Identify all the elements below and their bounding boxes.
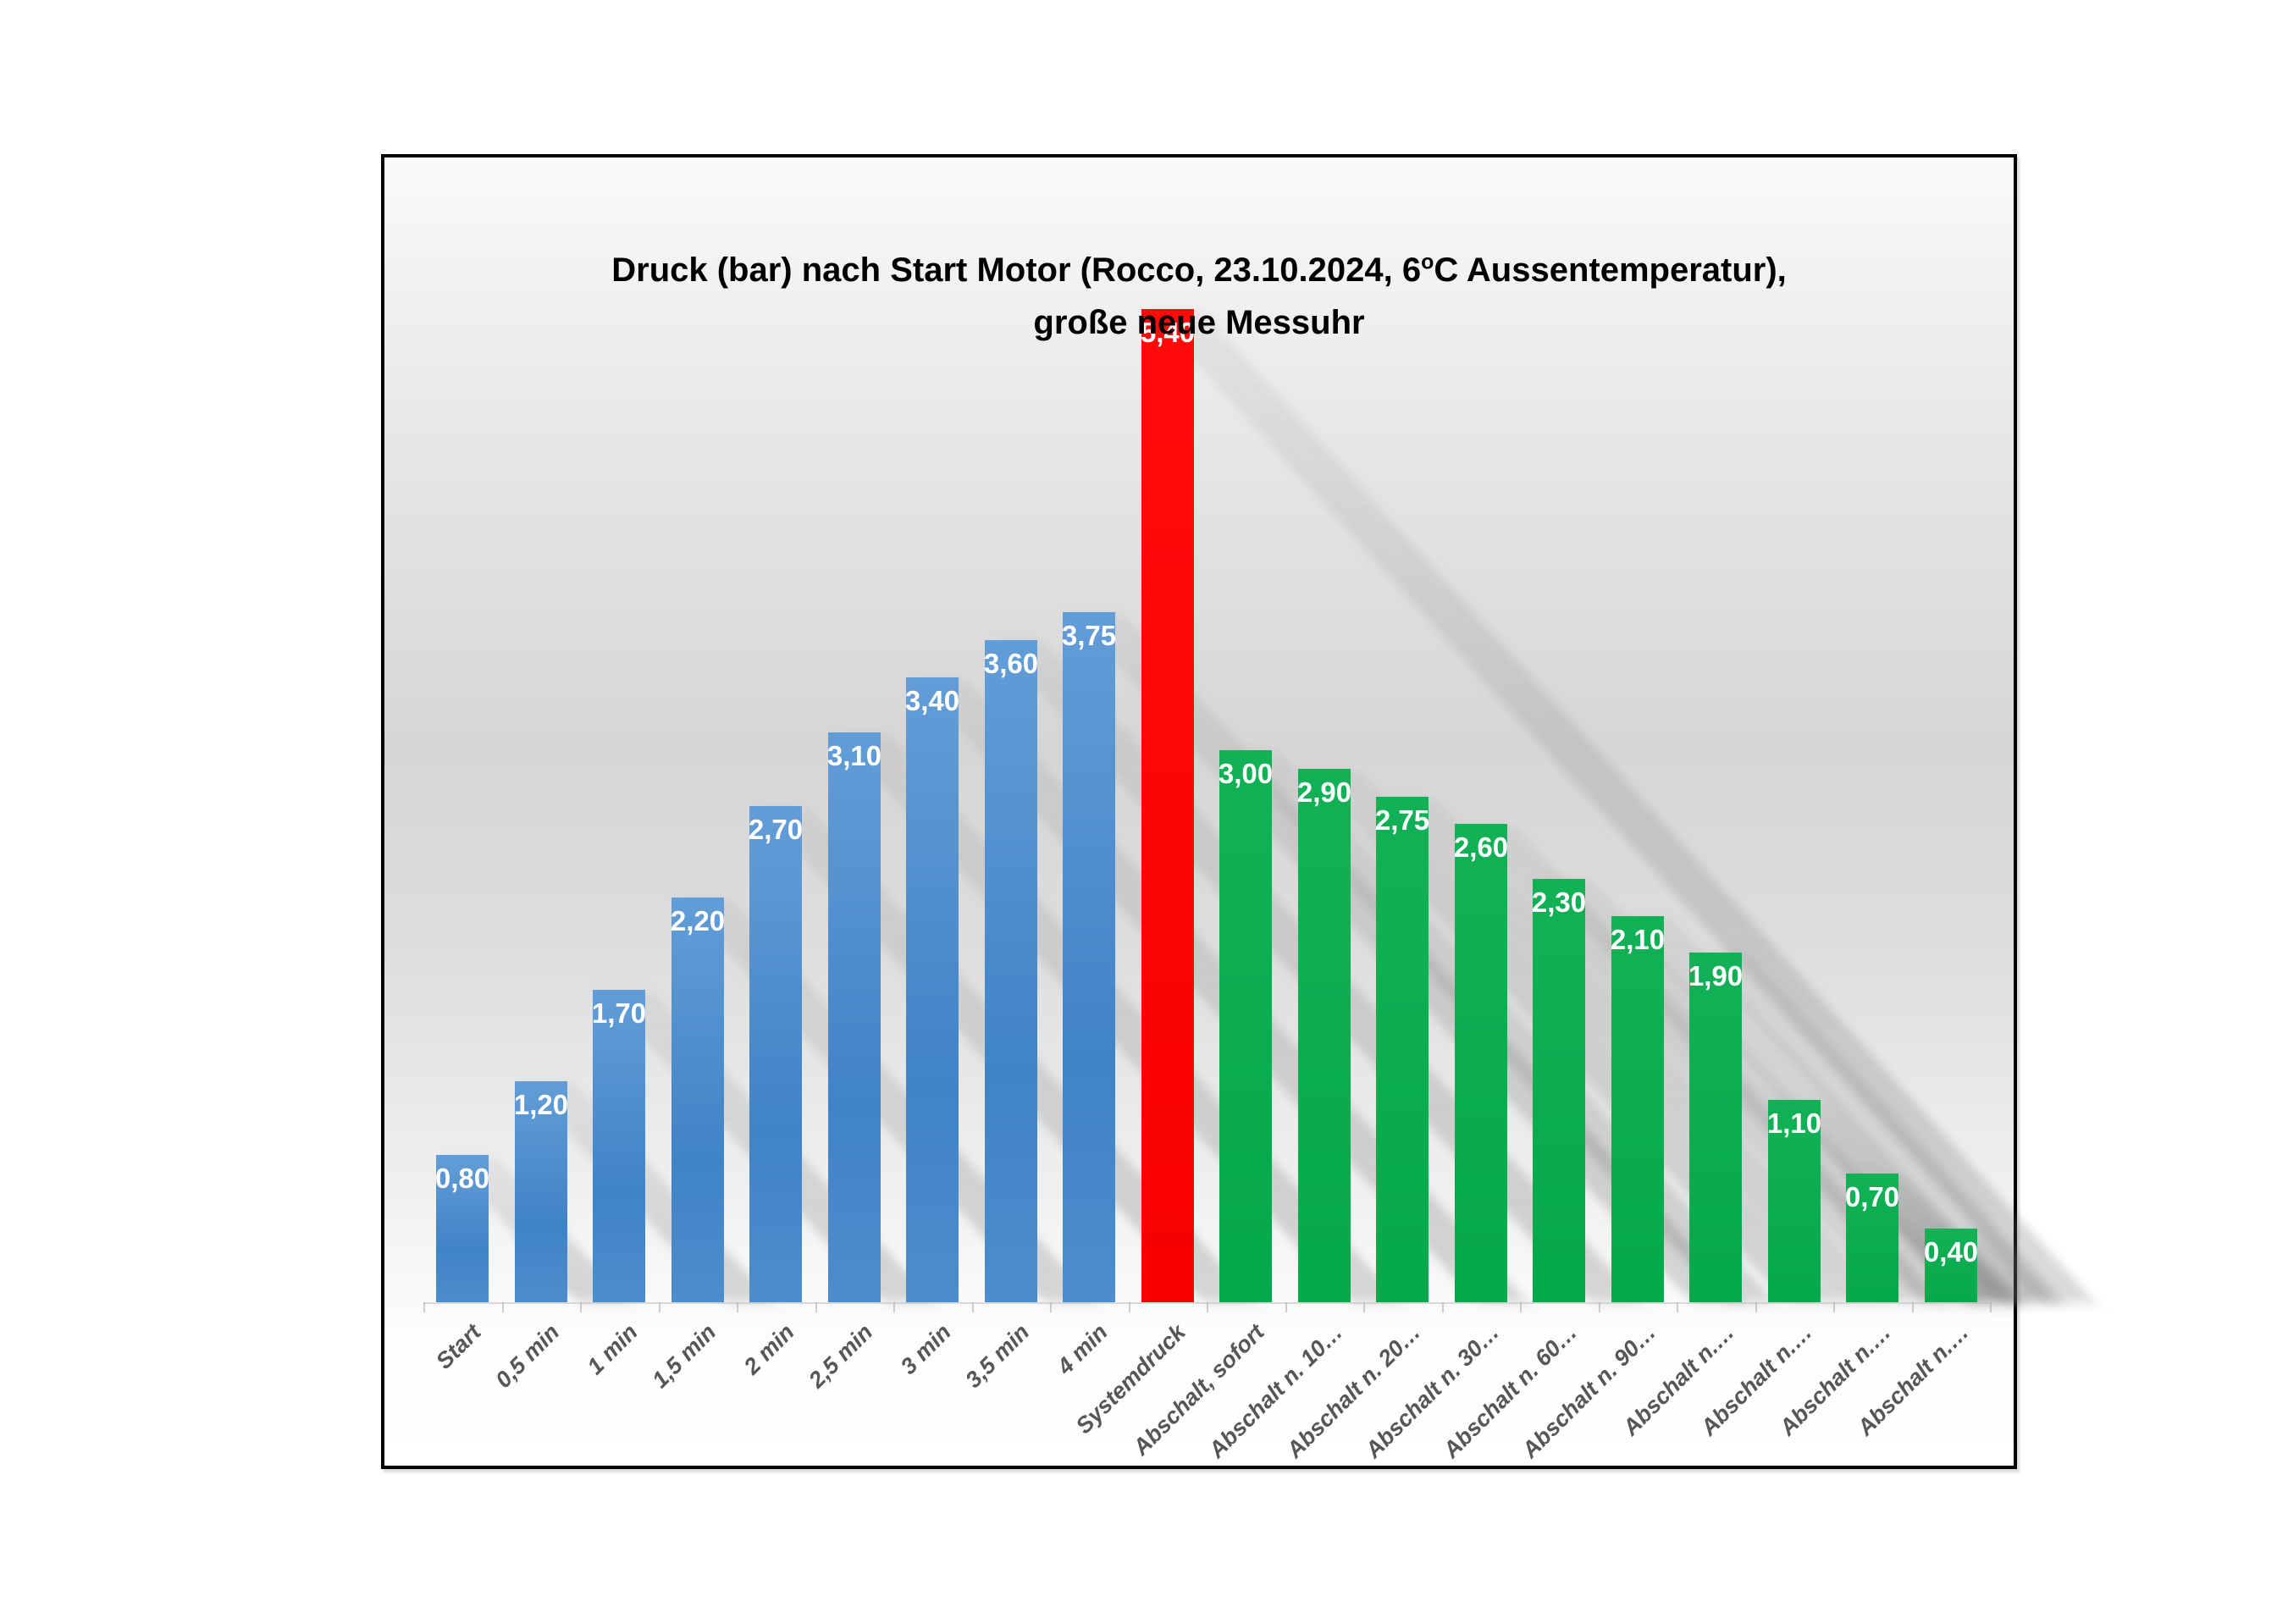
bar-value-label: 2,20 [670,905,726,936]
bar-value-label: 1,20 [513,1089,569,1120]
bar: 2,60 [1454,824,1508,1302]
bar-value-label: 3,60 [983,648,1039,679]
x-axis-label: Abschalt n. 10… [1203,1319,1347,1463]
chart-title-line1: Druck (bar) nach Start Motor (Rocco, 23.… [611,250,1787,289]
axis-tick [1990,1302,1992,1312]
bar-value-label: 1,70 [591,997,647,1029]
axis-tick [893,1302,895,1312]
bar: 3,00 [1219,750,1273,1302]
bar-value-label: 0,80 [434,1163,490,1194]
bar-value-label: 2,10 [1610,924,1666,955]
axis-tick [737,1302,738,1312]
axis-tick [1442,1302,1444,1312]
x-axis-label-layer: Start 0,5 min 1 min 1,5 min 2 min 2,5 min 3 mi… [384,157,2014,1466]
axis-tick [1677,1302,1678,1312]
bar: 5,40 [1141,309,1195,1302]
x-axis-label: Abschalt n. 20… [1281,1319,1426,1463]
bar: 3,60 [984,640,1038,1302]
x-axis-label: Start [430,1319,486,1374]
bar: 1,70 [592,990,646,1302]
plot-area: 0,80 1,20 1,70 2,20 2,70 3,10 3,40 3,60 3,75 5,40… [423,157,2096,1302]
axis-tick [423,1302,425,1312]
axis-tick [972,1302,974,1312]
degree-superscript: o [1421,250,1434,274]
bar-value-label: 3,00 [1218,758,1274,789]
x-axis-label: Abschalt, sofort [1127,1319,1269,1461]
bar-layer: 0,80 1,20 1,70 2,20 2,70 3,10 3,40 3,60 3,75 5,40… [423,157,1990,1302]
x-axis-label: 1,5 min [646,1319,721,1394]
bar: 0,80 [435,1155,489,1302]
bar-value-label: 3,40 [904,685,960,716]
bar-value-label: 2,90 [1296,776,1352,808]
axis-tick [580,1302,582,1312]
bar: 2,10 [1611,916,1665,1302]
bar: 3,40 [905,677,959,1302]
bar-value-label: 2,30 [1531,887,1587,918]
chart-title: Druck (bar) nach Start Motor (Rocco, 23.… [384,244,2014,349]
bar-value-label: 1,10 [1766,1108,1822,1139]
bar: 0,70 [1845,1174,1899,1302]
bar: 1,10 [1767,1100,1821,1302]
bar-value-label: 0,40 [1923,1236,1979,1268]
bar-value-label: 2,70 [748,814,804,845]
x-axis-label: 3 min [895,1319,956,1380]
bar-value-label: 3,75 [1061,620,1117,651]
x-axis-label: 2,5 min [803,1319,877,1394]
bar: 2,75 [1375,797,1429,1302]
axis-tick [1520,1302,1522,1312]
bar-value-label: 2,60 [1453,831,1509,863]
x-axis-label: 4 min [1052,1319,1113,1380]
bar-value-label: 1,90 [1688,960,1744,992]
axis-tick [502,1302,504,1312]
bar-value-label: 3,10 [826,740,882,771]
bar-value-label: 0,70 [1844,1181,1900,1212]
x-axis-label: 1 min [582,1319,643,1380]
axis-tick [1207,1302,1208,1312]
bar-value-label: 5,40 [1140,317,1196,348]
axis-tick [1129,1302,1130,1312]
axis-tick [1363,1302,1365,1312]
bar: 3,75 [1062,612,1116,1302]
axis-tick [1912,1302,1914,1312]
x-axis-label: 3,5 min [959,1319,1034,1394]
bar: 3,10 [827,732,881,1302]
x-axis-label: Abschalt n. 30… [1360,1319,1504,1463]
axis-tick [1755,1302,1757,1312]
bar-value-label: 2,75 [1374,804,1430,836]
bar: 2,70 [749,806,803,1302]
bar: 1,20 [514,1081,568,1302]
bar: 2,20 [671,898,725,1302]
x-axis-label: 2 min [738,1319,799,1380]
chart-frame: Druck (bar) nach Start Motor (Rocco, 23.… [381,154,2096,1469]
x-axis-label: 0,5 min [489,1319,564,1394]
axis-tick [815,1302,817,1312]
x-axis-label: Abschalt n. 60… [1438,1319,1583,1463]
axis-tick [1050,1302,1052,1312]
axis-tick [1599,1302,1600,1312]
axis-tick [1285,1302,1287,1312]
x-axis-label: Abschalt n. 90… [1517,1319,1661,1463]
bar: 2,90 [1297,769,1351,1302]
axis-tick [659,1302,660,1312]
chart-title-line2: große neue Messuhr [1033,304,1365,341]
bar: 0,40 [1924,1229,1978,1302]
axis-tick [1833,1302,1835,1312]
bar: 1,90 [1688,953,1743,1302]
bar: 2,30 [1532,879,1586,1302]
